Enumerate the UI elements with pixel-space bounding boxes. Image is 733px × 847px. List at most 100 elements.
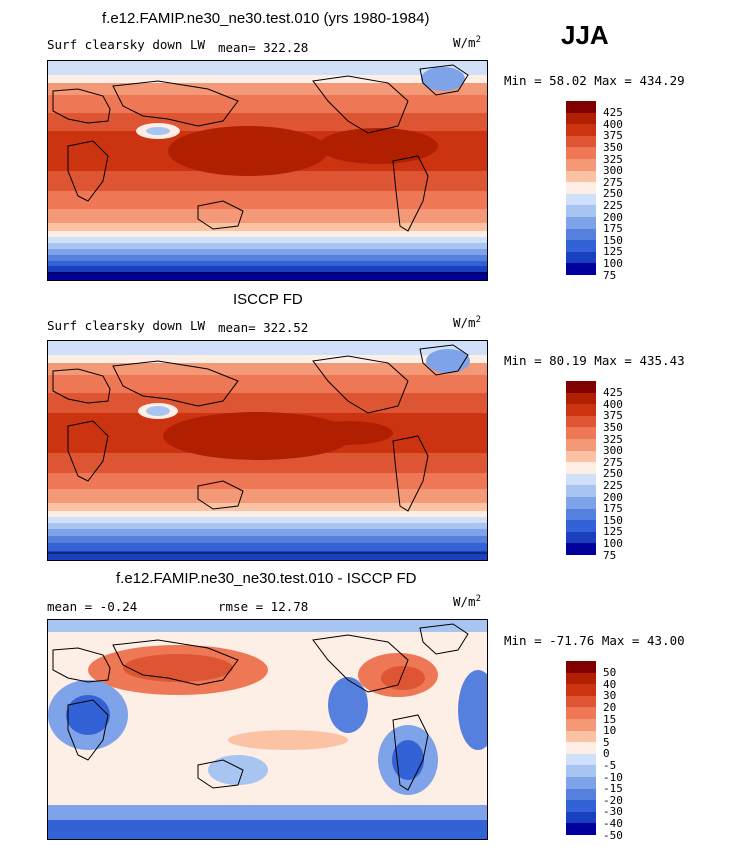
panel3-colorbar-tick-label: -20 bbox=[603, 793, 623, 807]
panel2-colorbar-tick-label: 225 bbox=[603, 478, 623, 492]
panel2-mean-label: mean= 322.52 bbox=[218, 320, 309, 335]
panel1-colorbar-tick-label: 375 bbox=[603, 129, 623, 143]
panel2-colorbar-tick-label: 75 bbox=[603, 548, 617, 562]
panel3-rmse-label: rmse = 12.78 bbox=[218, 599, 309, 614]
panel3-colorbar-swatch bbox=[566, 730, 596, 743]
panel3-units-exp: 2 bbox=[475, 594, 481, 604]
panel1-colorbar-tick-label: 300 bbox=[603, 164, 623, 178]
panel1-colorbar-swatch bbox=[566, 263, 596, 276]
season-label: JJA bbox=[561, 20, 609, 50]
panel3-colorbar-tick-label: 10 bbox=[603, 724, 617, 738]
panel1-colorbar-tick-label: 175 bbox=[603, 222, 623, 236]
panel1-map bbox=[47, 60, 488, 281]
panel1-colorbar-swatch bbox=[566, 205, 596, 218]
panel2-units-base: W/m bbox=[453, 315, 476, 331]
panel3-colorbar-tick-label: -5 bbox=[603, 758, 617, 772]
panel2-colorbar-swatch bbox=[566, 543, 596, 556]
panel2-colorbar-tick-label: 325 bbox=[603, 432, 623, 446]
panel3-colorbar-swatch bbox=[566, 765, 596, 778]
panel1-minmax: Min = 58.02 Max = 434.29 bbox=[504, 73, 685, 88]
panel3-colorbar-swatch bbox=[566, 811, 596, 824]
panel2-map bbox=[47, 340, 488, 561]
panel3-colorbar-tick-label: 5 bbox=[603, 735, 610, 749]
panel1-colorbar-tick-label: 350 bbox=[603, 140, 623, 154]
panel1-mean-label: mean= 322.28 bbox=[218, 40, 309, 55]
panel1-colorbar-tick-label: 100 bbox=[603, 256, 623, 270]
panel2-colorbar-tick-label: 400 bbox=[603, 397, 623, 411]
panel2-colorbar-swatch bbox=[566, 462, 596, 475]
panel2-colorbar-tick-label: 250 bbox=[603, 467, 623, 481]
panel3-map bbox=[47, 619, 488, 840]
panel3-colorbar-swatch bbox=[566, 753, 596, 766]
panel3-colorbar-swatch bbox=[566, 672, 596, 685]
panel3-title: f.e12.FAMIP.ne30_ne30.test.010 - ISCCP F… bbox=[116, 570, 417, 587]
panel1-colorbar-tick-label: 200 bbox=[603, 210, 623, 224]
panel3-colorbar-swatch bbox=[566, 788, 596, 801]
panel2-field bbox=[48, 341, 487, 560]
panel2-colorbar-swatch bbox=[566, 392, 596, 405]
panel3-colorbar-tick-label: -30 bbox=[603, 805, 623, 819]
panel1-colorbar-swatch bbox=[566, 217, 596, 230]
panel1-colorbar-tick-label: 400 bbox=[603, 117, 623, 131]
panel2-minmax: Min = 80.19 Max = 435.43 bbox=[504, 353, 685, 368]
panel2-title: ISCCP FD bbox=[233, 291, 303, 308]
panel2-units-exp: 2 bbox=[475, 315, 481, 325]
panel3-colorbar-tick-label: 15 bbox=[603, 712, 617, 726]
panel2-colorbar-swatch bbox=[566, 439, 596, 452]
panel1-units-exp: 2 bbox=[475, 35, 481, 45]
panel2-colorbar-swatch bbox=[566, 415, 596, 428]
panel1-colorbar-tick-label: 425 bbox=[603, 106, 623, 120]
panel3-colorbar-tick-label: -50 bbox=[603, 828, 623, 842]
panel3-colorbar-swatch bbox=[566, 742, 596, 755]
panel1-units-base: W/m bbox=[453, 35, 476, 51]
panel1-colorbar-tick-label: 275 bbox=[603, 175, 623, 189]
panel2-colorbar-tick-label: 350 bbox=[603, 420, 623, 434]
panel3-colorbar-tick-label: 20 bbox=[603, 700, 617, 714]
panel2-colorbar-swatch bbox=[566, 497, 596, 510]
panel2-colorbar-swatch bbox=[566, 473, 596, 486]
panel3-colorbar-tick-label: 40 bbox=[603, 677, 617, 691]
panel1-colorbar-tick-label: 75 bbox=[603, 268, 617, 282]
panel3-colorbar-tick-label: 30 bbox=[603, 689, 617, 703]
panel1-units: W/m2 bbox=[453, 35, 481, 50]
panel1-colorbar-swatch bbox=[566, 135, 596, 148]
panel1-colorbar-tick-label: 150 bbox=[603, 233, 623, 247]
panel1-colorbar-swatch bbox=[566, 147, 596, 160]
panel2-colorbar-tick-label: 425 bbox=[603, 386, 623, 400]
panel2-colorbar-tick-label: 375 bbox=[603, 409, 623, 423]
panel2-colorbar-swatch bbox=[566, 427, 596, 440]
panel2-colorbar-tick-label: 275 bbox=[603, 455, 623, 469]
panel3-colorbar-tick-label: 50 bbox=[603, 666, 617, 680]
panel2-colorbar-tick-label: 300 bbox=[603, 444, 623, 458]
panel2-colorbar-tick-label: 100 bbox=[603, 536, 623, 550]
panel2-colorbar-tick-label: 125 bbox=[603, 525, 623, 539]
panel3-colorbar-swatch bbox=[566, 661, 596, 674]
panel2-colorbar-tick-label: 200 bbox=[603, 490, 623, 504]
panel3-colorbar-swatch bbox=[566, 800, 596, 813]
panel1-colorbar-tick-label: 225 bbox=[603, 198, 623, 212]
panel1-colorbar-swatch bbox=[566, 112, 596, 125]
panel1-colorbar-tick-label: 125 bbox=[603, 245, 623, 259]
panel2-colorbar-swatch bbox=[566, 485, 596, 498]
panel3-colorbar-tick-label: -10 bbox=[603, 770, 623, 784]
panel3-colorbar-tick-label: -15 bbox=[603, 782, 623, 796]
panel1-colorbar-swatch bbox=[566, 159, 596, 172]
panel2-colorbar-swatch bbox=[566, 404, 596, 417]
panel1-colorbar-swatch bbox=[566, 193, 596, 206]
panel1-colorbar-swatch bbox=[566, 228, 596, 241]
panel1-colorbar-swatch bbox=[566, 251, 596, 264]
panel3-units: W/m2 bbox=[453, 594, 481, 609]
panel1-colorbar-swatch bbox=[566, 124, 596, 137]
panel1-colorbar-tick-label: 325 bbox=[603, 152, 623, 166]
panel3-units-base: W/m bbox=[453, 594, 476, 610]
panel2-colorbar-swatch bbox=[566, 531, 596, 544]
panel3-colorbar-swatch bbox=[566, 777, 596, 790]
panel1-field bbox=[48, 61, 487, 280]
panel3-colorbar-swatch bbox=[566, 695, 596, 708]
panel3-colorbar-tick-label: 0 bbox=[603, 747, 610, 761]
panel3-colorbar-swatch bbox=[566, 684, 596, 697]
panel1-colorbar-swatch bbox=[566, 170, 596, 183]
panel3-colorbar-swatch bbox=[566, 707, 596, 720]
panel1-variable-label: Surf clearsky down LW bbox=[47, 37, 206, 52]
panel3-colorbar-tick-label: -40 bbox=[603, 816, 623, 830]
